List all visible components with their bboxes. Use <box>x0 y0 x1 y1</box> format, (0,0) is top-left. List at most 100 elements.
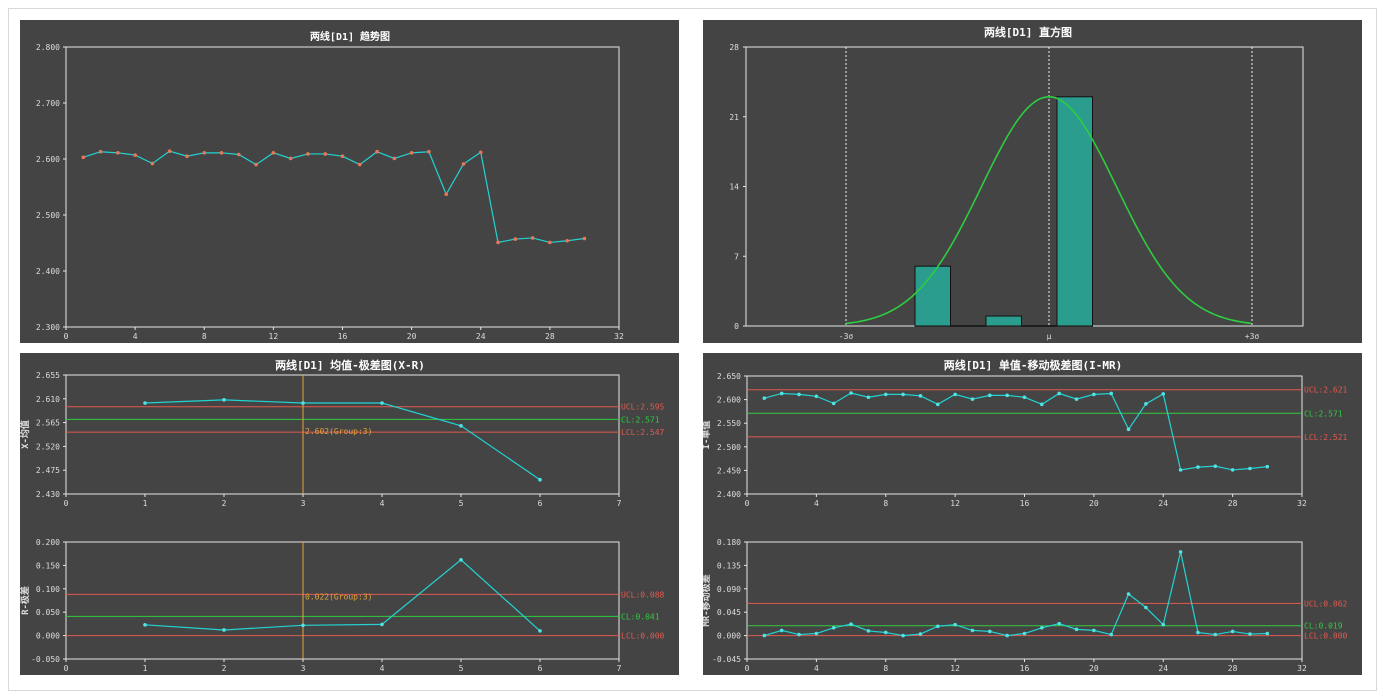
xr-lower-data-point <box>301 623 305 628</box>
imr-lower-data-point <box>901 633 905 638</box>
histogram-bar <box>1056 96 1093 327</box>
imr-lower-data-point <box>866 629 871 633</box>
imr-upper-data-point <box>1005 393 1009 398</box>
imr-upper-data-point <box>970 397 975 401</box>
trend-x-tick-label: 0 <box>64 332 69 341</box>
imr-upper-data-point <box>1022 395 1027 400</box>
imr-lower-data-point <box>797 632 801 637</box>
imr-upper-x-tick-label: 32 <box>1297 499 1307 508</box>
histogram-y-tick-label: 21 <box>729 113 739 122</box>
trend-y-tick-label: 2.300 <box>36 323 60 332</box>
xr-upper-y-tick-label: 2.430 <box>36 490 60 499</box>
imr-upper-data-point <box>814 394 819 399</box>
xr-upper-y-tick-label: 2.520 <box>36 442 60 451</box>
xr-upper-y-tick-label: 2.475 <box>36 466 60 475</box>
imr-lower-y-tick-label: 0.045 <box>717 608 741 617</box>
trend-series-line <box>83 150 585 244</box>
trend-x-tick-label: 8 <box>202 332 207 341</box>
imr-upper-data-point <box>1265 464 1270 469</box>
imr-upper-data-point <box>883 392 888 397</box>
imr-upper-y-tick-label: 2.550 <box>717 419 741 428</box>
xr-upper-data-point <box>143 401 147 405</box>
imr-lower-data-point <box>1213 632 1218 637</box>
imr-lower-x-tick-label: 4 <box>814 664 819 673</box>
xr-lower-x-tick-label: 5 <box>459 664 464 673</box>
imr-upper-x-tick-label: 20 <box>1089 499 1099 508</box>
imr-lower-series-line <box>764 551 1268 637</box>
imr-chart: 两线[D1] 单值-移动极差图(I-MR) 0 4 8 12 16 20 24 28 32 2.40… <box>703 358 1348 673</box>
trend-x-tick-label: 32 <box>614 332 624 341</box>
imr-upper-y-tick-label: 2.600 <box>717 396 741 405</box>
imr-upper-x-tick-label: 4 <box>814 499 819 508</box>
xr-upper-x-tick-label: 4 <box>380 499 385 508</box>
imr-lower-data-point <box>762 633 767 638</box>
xr-upper-y-tick-label: 2.655 <box>36 371 60 380</box>
imr-upper-data-point <box>1126 427 1131 432</box>
imr-upper-axis-title: I-单值 <box>703 421 712 450</box>
trend-data-point <box>375 149 379 154</box>
imr-lower-data-point <box>1265 631 1270 636</box>
histogram-sigma-label: -3σ <box>839 332 854 341</box>
trend-chart: 两线[D1] 趋势图 0 4 8 12 16 20 24 28 32 2.300 2.400 2.500… <box>36 30 624 341</box>
xr-lower-x-tick-label: 6 <box>538 664 543 673</box>
imr-upper-y-tick-label: 2.500 <box>717 443 741 452</box>
imr-upper-y-tick-label: 2.400 <box>717 490 741 499</box>
imr-lower-data-point <box>1040 626 1044 630</box>
xr-lower-data-point <box>459 557 463 562</box>
imr-upper-plot-frame <box>746 375 1303 495</box>
trend-chart-panel: 两线[D1] 趋势图 0 4 8 12 16 20 24 28 32 2.300 2.400 2.500… <box>20 20 679 343</box>
xr-upper-series-line <box>144 399 541 481</box>
xr-upper-x-tick-label: 0 <box>64 499 69 508</box>
imr-lower-x-tick-label: 12 <box>950 664 960 673</box>
histogram-bar <box>985 315 1022 327</box>
xr-upper-control-limit-label: CL:2.571 <box>621 415 660 424</box>
trend-plot-frame <box>65 46 620 328</box>
histogram-y-tick-label: 7 <box>734 252 739 261</box>
trend-x-tick-label: 20 <box>407 332 417 341</box>
imr-lower-data-point <box>1248 632 1252 636</box>
imr-upper-data-point <box>1109 391 1114 396</box>
imr-lower-data-point <box>918 632 923 636</box>
xr-lower-x-tick-label: 3 <box>301 664 306 673</box>
imr-lower-y-tick-label: 0.090 <box>717 585 741 594</box>
xr-lower-data-point <box>143 623 147 627</box>
xr-lower-x-tick-label: 2 <box>222 664 227 673</box>
imr-lower-control-limit-label: CL:0.019 <box>1304 622 1343 631</box>
imr-upper-x-tick-label: 0 <box>745 499 750 508</box>
imr-lower-data-point <box>1074 627 1079 632</box>
imr-lower-x-tick-label: 20 <box>1089 664 1099 673</box>
trend-data-point <box>340 154 345 158</box>
xr-lower-data-point <box>222 628 226 632</box>
imr-upper-control-limit-label: UCL:2.621 <box>1304 386 1348 395</box>
imr-lower-data-point <box>814 631 819 636</box>
trend-data-point <box>427 149 431 154</box>
xr-upper-data-point <box>222 398 226 402</box>
trend-y-tick-label: 2.400 <box>36 267 60 276</box>
xr-title: 两线[D1] 均值-极差图(X-R) <box>275 358 425 372</box>
imr-lower-data-point <box>1161 622 1166 627</box>
imr-upper-data-point <box>779 391 784 396</box>
xr-upper-data-point <box>459 423 463 428</box>
imr-lower-control-limit-label: LCL:0.000 <box>1304 632 1348 641</box>
imr-lower-data-point <box>1196 630 1200 635</box>
imr-lower-data-point <box>1057 621 1061 626</box>
imr-upper-control-limit-label: LCL:2.521 <box>1304 433 1348 442</box>
xr-lower-y-tick-label: 0.050 <box>36 608 60 617</box>
xr-lower-y-tick-label: 0.000 <box>36 632 60 641</box>
imr-upper-data-point <box>1196 465 1200 469</box>
imr-upper-x-tick-label: 8 <box>883 499 888 508</box>
trend-data-point <box>478 150 483 155</box>
imr-upper-data-point <box>1230 468 1235 472</box>
imr-lower-plot-frame <box>746 541 1303 660</box>
trend-data-point <box>306 152 310 156</box>
imr-lower-data-point <box>970 628 975 633</box>
histogram-sigma-label: +3σ <box>1245 332 1260 341</box>
imr-upper-data-point <box>901 392 905 397</box>
xr-lower-y-tick-label: 0.200 <box>36 538 60 547</box>
imr-upper-data-point <box>1074 397 1079 401</box>
imr-upper-data-point <box>1161 392 1166 396</box>
trend-data-point <box>81 155 86 160</box>
imr-lower-data-point <box>1022 631 1027 636</box>
imr-lower-y-tick-label: 0.135 <box>717 561 741 570</box>
imr-lower-data-point <box>849 622 853 626</box>
